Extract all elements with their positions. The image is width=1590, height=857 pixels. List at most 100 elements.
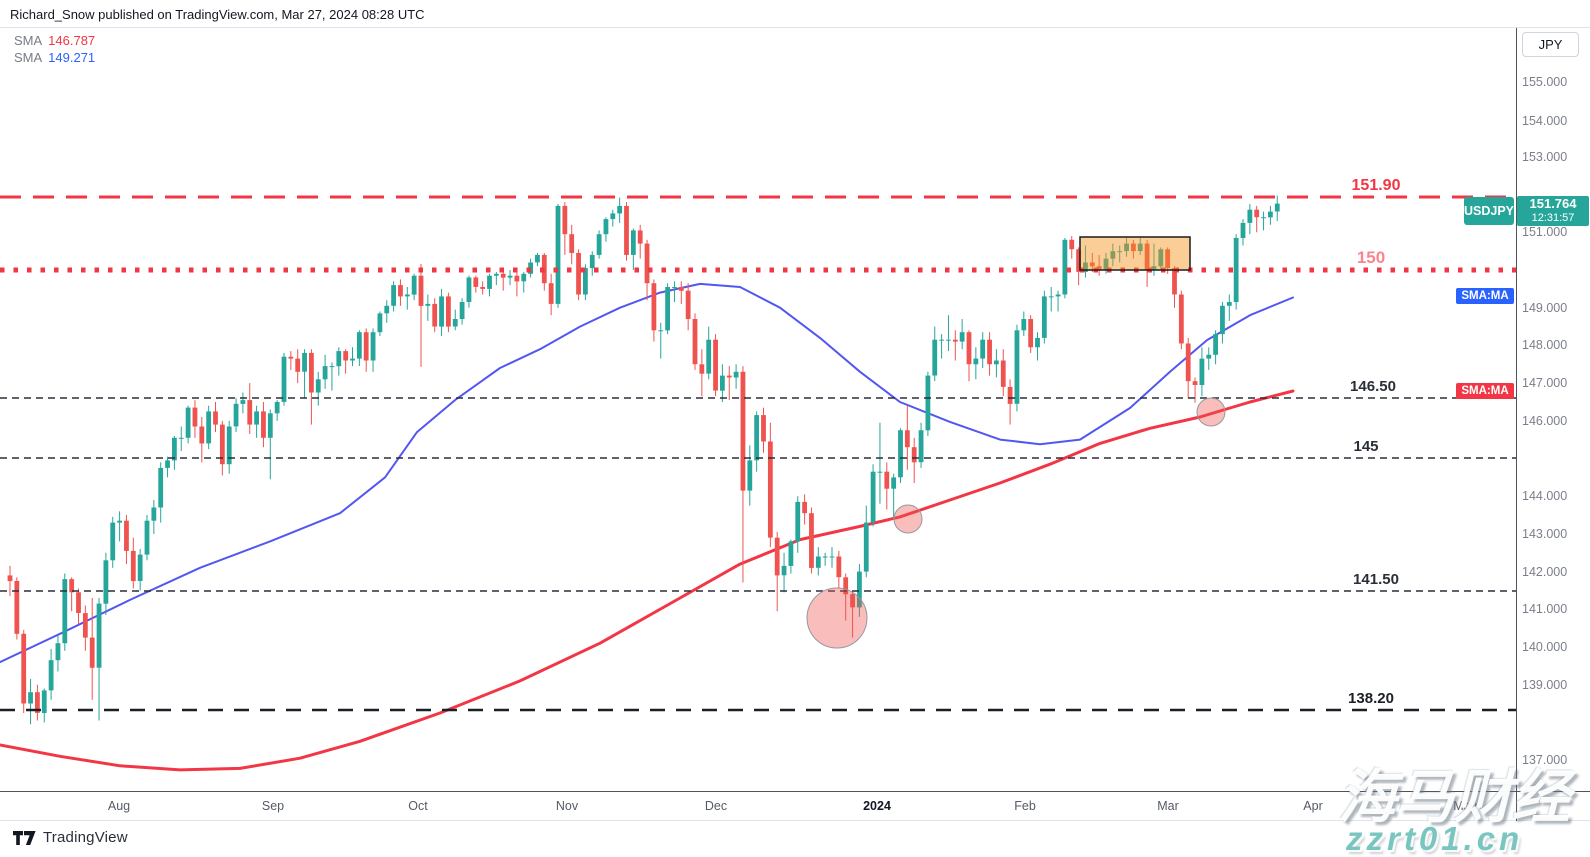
candle-body (96, 603, 102, 668)
candle-body (802, 501, 807, 514)
month-label-Sep: Sep (261, 799, 285, 813)
candle-body (192, 407, 198, 427)
candle-body (754, 415, 760, 461)
candle-body (69, 579, 75, 593)
candle-body (603, 219, 609, 235)
candle-body (720, 375, 725, 391)
candle-body (1089, 262, 1095, 267)
price-tick: 153.000 (1522, 150, 1568, 164)
candle-body (130, 550, 136, 582)
candle-body (185, 407, 191, 438)
candle-body (7, 575, 13, 582)
candle-body (863, 522, 869, 572)
candle-body (1083, 262, 1088, 272)
tradingview-brand-text: TradingView (43, 829, 128, 846)
time-axis[interactable]: Aug Sep Oct Nov Dec 2024 Feb Mar Apr May (0, 791, 1590, 821)
current-price-value: 151.764 (1529, 196, 1577, 211)
candle-body (1144, 243, 1150, 270)
candle-body (898, 430, 903, 478)
candle-body (1021, 319, 1027, 331)
candle-body (767, 441, 773, 538)
level-label-150: 150 (1357, 248, 1385, 267)
price-tick: 140.000 (1522, 640, 1568, 654)
candle-body (884, 471, 890, 489)
price-axis-separator (1516, 28, 1517, 821)
price-tick: 154.000 (1522, 114, 1568, 128)
candle-body (302, 352, 307, 372)
level-label-146.50: 146.50 (1350, 378, 1396, 395)
candle-body (137, 554, 143, 581)
candle-body (288, 356, 294, 359)
chart-canvas[interactable]: 151.90 150 146.50 145 141.50 138.20 (0, 28, 1516, 791)
candle-body (233, 403, 239, 427)
candle-body (213, 411, 218, 425)
candle-body (932, 339, 938, 376)
candle-body (617, 205, 623, 214)
candle-body (14, 581, 20, 634)
candle-body (987, 339, 992, 365)
candle-body (1117, 251, 1123, 253)
price-tick: 147.000 (1522, 376, 1568, 390)
candle-body (254, 411, 259, 425)
candle-body (815, 556, 821, 568)
month-label-Aug: Aug (107, 799, 131, 813)
candle-body (1151, 266, 1157, 270)
candle-body (713, 339, 718, 391)
candle-body (21, 633, 27, 704)
candle-body (240, 400, 246, 404)
candle-body (726, 375, 732, 378)
candle-body (452, 319, 458, 327)
candle-body (911, 447, 917, 463)
candle-body (678, 287, 684, 291)
candle-body (1014, 330, 1020, 404)
highlight-circle-3 (1196, 397, 1226, 427)
sma-ma-label-badge: SMA:MA (1456, 288, 1514, 304)
candle-body (384, 305, 390, 314)
candle-body (994, 360, 999, 365)
candle-body (315, 379, 321, 393)
candle-body (48, 660, 54, 691)
symbol-label-badge: USDJPY (1464, 197, 1514, 225)
month-label-Nov: Nov (555, 799, 579, 813)
candle-body (1055, 294, 1061, 297)
candle-body (672, 287, 677, 288)
candle-body (692, 319, 698, 365)
candle-body (274, 402, 280, 414)
month-label-Apr: Apr (1303, 799, 1323, 813)
currency-toggle-button[interactable]: JPY (1522, 32, 1579, 57)
candle-body (761, 415, 766, 442)
candle-body (35, 692, 40, 713)
highlight-circle-2 (893, 504, 923, 534)
candle-body (206, 411, 212, 444)
candle-body (1220, 305, 1225, 335)
legend-indicator-name: SMA (14, 33, 43, 48)
candle-body (178, 437, 184, 439)
candle-body (1131, 243, 1136, 252)
price-tick: 151.000 (1522, 225, 1568, 239)
price-axis[interactable]: JPY 155.000 154.000 153.000 151.000 149.000 1… (1516, 28, 1590, 821)
candle-body (1103, 258, 1109, 270)
candle-body (226, 426, 232, 465)
candle-body (507, 275, 513, 278)
candle-body (1007, 386, 1013, 404)
candle-body (706, 339, 712, 374)
price-tick: 144.000 (1522, 489, 1568, 503)
candle-body (165, 460, 170, 468)
candle-body (343, 351, 349, 361)
candle-body (952, 339, 958, 342)
legend-row-sma-2[interactable]: SMA 149.271 (14, 50, 95, 67)
price-tick: 137.000 (1522, 753, 1568, 767)
candle-body (685, 290, 691, 319)
price-tick: 139.000 (1522, 678, 1568, 692)
candle-body (1261, 217, 1266, 219)
tradingview-brand-link[interactable]: TradingView (13, 829, 128, 846)
candle-body (959, 332, 965, 342)
candle-body (809, 513, 814, 568)
consolidation-box (1079, 236, 1191, 271)
price-tick: 146.000 (1522, 414, 1568, 428)
legend-indicator-value: 146.787 (48, 33, 96, 48)
candle-body (576, 253, 581, 295)
candle-body (877, 471, 883, 473)
current-price-badge: 151.764 12:31:57 (1517, 196, 1589, 226)
legend-row-sma-1[interactable]: SMA 146.787 (14, 33, 95, 50)
